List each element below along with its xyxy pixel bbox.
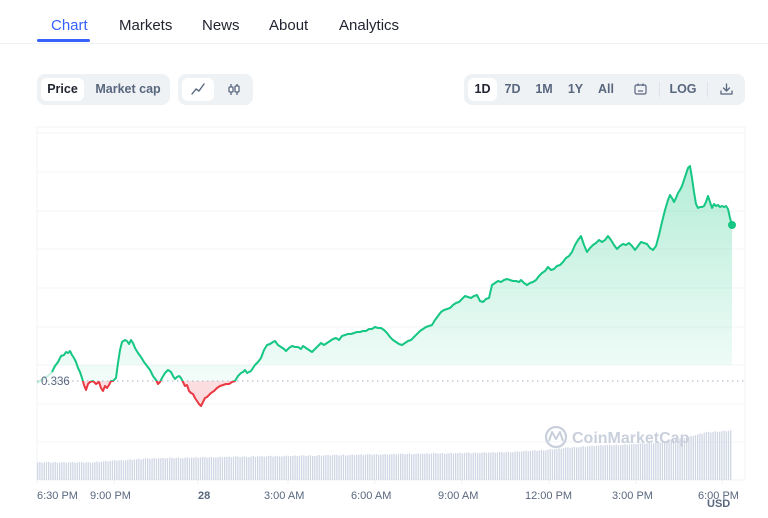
download-icon (719, 83, 733, 95)
line-chart-icon (191, 83, 205, 95)
date-picker-button[interactable] (627, 78, 653, 101)
coinmarketcap-logo-icon (544, 425, 568, 449)
x-axis-tick-label: 6:30 PM (37, 490, 78, 502)
tab-chart[interactable]: Chart (51, 17, 88, 34)
price-chart[interactable]: CoinMarketCap 0.336 6:30 PM 9:00 PM 28 3:00… (0, 120, 768, 518)
x-axis-tick-label: 12:00 PM (525, 490, 572, 502)
tab-about[interactable]: About (269, 17, 309, 34)
x-axis: 6:30 PM 9:00 PM 28 3:00 AM 6:00 AM 9:00 AM 12:… (36, 480, 739, 502)
chart-type-toggle (178, 74, 253, 105)
current-price-dot (728, 221, 736, 229)
download-button[interactable] (713, 78, 739, 101)
price-area-fill (52, 166, 732, 406)
toolbar-divider (659, 82, 660, 97)
range-7d-button[interactable]: 7D (504, 82, 521, 96)
tab-bar: Chart Markets News About Analytics (0, 0, 768, 44)
toolbar-divider (707, 82, 708, 97)
range-all-button[interactable]: All (598, 82, 614, 96)
market-cap-button[interactable]: Market cap (95, 82, 161, 96)
candlestick-icon (228, 84, 240, 95)
x-axis-tick-label: 3:00 AM (264, 490, 304, 502)
tab-news[interactable]: News (202, 17, 240, 34)
price-chart-canvas[interactable]: CoinMarketCap 0.336 6:30 PM 9:00 PM 28 3:00… (0, 120, 768, 518)
chart-frame (36, 126, 746, 481)
range-1d-button[interactable]: 1D (468, 78, 497, 101)
metric-toggle: Price Market cap (37, 74, 170, 105)
x-axis-tick-label: 6:00 AM (351, 490, 391, 502)
watermark-text: CoinMarketCap (572, 430, 690, 447)
range-1y-button[interactable]: 1Y (567, 82, 584, 96)
volume-bars (37, 430, 732, 481)
x-axis-tick-label: 6:00 PM (698, 490, 739, 502)
active-tab-indicator (37, 39, 90, 42)
line-chart-button[interactable] (182, 78, 214, 101)
candlestick-button[interactable] (218, 78, 250, 101)
time-range-toolbar: 1D 7D 1M 1Y All LOG (464, 74, 745, 105)
range-1m-button[interactable]: 1M (535, 82, 553, 96)
price-button[interactable]: Price (41, 78, 84, 101)
x-axis-tick-label: 28 (198, 490, 210, 502)
x-axis-tick-label: 9:00 PM (90, 490, 131, 502)
calendar-icon (633, 83, 647, 95)
tab-analytics[interactable]: Analytics (339, 17, 400, 34)
tab-markets[interactable]: Markets (119, 17, 173, 34)
currency-label: USD (707, 498, 730, 510)
log-scale-button[interactable]: LOG (669, 82, 697, 96)
x-axis-tick-label: 3:00 PM (612, 490, 653, 502)
x-axis-tick-label: 9:00 AM (438, 490, 478, 502)
price-line (36, 165, 733, 407)
baseline-value-label: 0.336 (41, 376, 70, 388)
